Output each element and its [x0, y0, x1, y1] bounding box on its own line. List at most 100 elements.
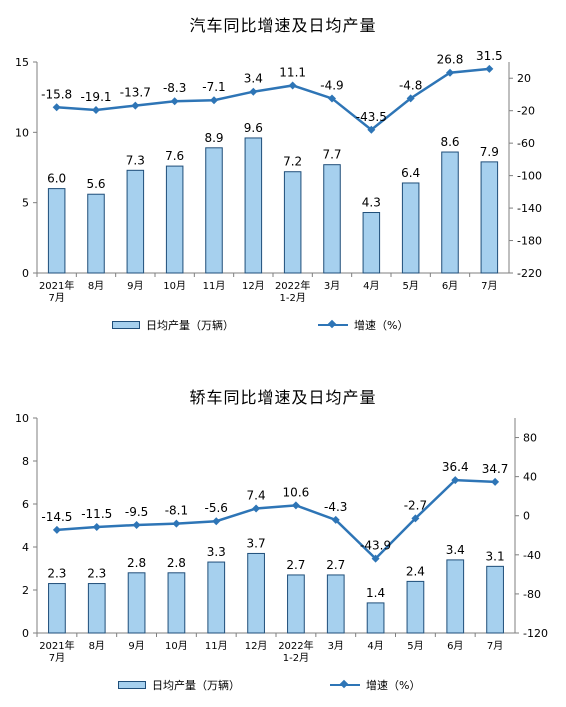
x-tick-label: 7月: [487, 640, 503, 652]
x-tick-label: 5月: [402, 280, 418, 292]
bar: [205, 147, 223, 274]
line-value-label: -8.3: [163, 81, 186, 95]
chart-svg: 05101520-20-60-100-140-180-2206.02021年7月…: [15, 49, 542, 304]
bar: [441, 151, 459, 274]
x-tick-label: 7月: [48, 292, 64, 304]
bar: [127, 572, 146, 634]
line-value-label: 36.4: [442, 460, 469, 474]
bar-value-label: 6.0: [47, 172, 66, 186]
legend-line-label: 增速（%）: [354, 319, 409, 332]
line-value-label: 26.8: [437, 53, 464, 67]
line-point: [52, 525, 61, 534]
x-tick-label: 2022年: [275, 279, 310, 292]
x-tick-label: 1-2月: [279, 292, 305, 304]
right-tick-label: 20: [517, 72, 531, 85]
line-value-label: -9.5: [125, 505, 148, 519]
line-point: [132, 521, 141, 530]
legend-bar-label: 日均产量（万辆）: [146, 319, 234, 332]
line-point: [331, 515, 340, 524]
bar: [326, 574, 345, 634]
bar-value-label: 3.4: [446, 543, 465, 557]
bar-value-label: 3.3: [207, 545, 226, 559]
line-value-label: -43.9: [360, 539, 391, 553]
line-value-label: -15.8: [41, 87, 72, 101]
bar-value-label: 8.9: [204, 131, 223, 145]
bar-value-label: 2.8: [167, 556, 186, 570]
bar: [287, 574, 305, 634]
x-tick-label: 2022年: [278, 639, 313, 652]
line-point: [406, 94, 415, 103]
bar-value-label: 3.1: [486, 549, 505, 563]
x-tick-label: 7月: [481, 280, 497, 292]
x-tick-label: 10月: [165, 640, 188, 652]
x-tick-label: 10月: [163, 280, 186, 292]
bar-value-label: 6.4: [401, 166, 420, 180]
line-point: [411, 514, 420, 523]
x-tick-label: 12月: [242, 280, 265, 292]
legend-bar: 日均产量（万辆）: [112, 317, 234, 333]
bar-value-label: 7.9: [480, 145, 499, 159]
x-tick-label: 1-2月: [283, 652, 309, 664]
left-tick-label: 10: [15, 412, 29, 425]
line-point: [172, 519, 181, 528]
left-tick-label: 5: [22, 197, 29, 210]
legend-line: 增速（%）: [330, 677, 420, 693]
bar: [323, 164, 341, 274]
x-tick-label: 6月: [442, 280, 458, 292]
right-tick-label: 80: [523, 432, 537, 445]
x-tick-label: 2021年: [39, 639, 74, 652]
bar: [401, 182, 420, 274]
bar-value-label: 8.6: [440, 135, 459, 149]
right-tick-label: -180: [517, 235, 542, 248]
x-tick-label: 3月: [328, 640, 344, 652]
bar-value-label: 2.7: [326, 558, 345, 572]
x-tick-label: 12月: [245, 640, 268, 652]
right-tick-label: 40: [523, 471, 537, 484]
x-tick-label: 3月: [324, 280, 340, 292]
line-point: [52, 103, 61, 112]
line-value-label: 34.7: [482, 462, 509, 476]
line-value-label: -13.7: [120, 86, 151, 100]
bar-value-label: 2.3: [87, 567, 106, 581]
line-value-label: 31.5: [476, 49, 503, 63]
bar: [283, 171, 302, 274]
bar-value-label: 2.3: [47, 567, 66, 581]
bar-value-label: 1.4: [366, 586, 385, 600]
bar-value-label: 2.7: [286, 558, 305, 572]
legend-line-label: 增速（%）: [366, 679, 421, 692]
bar-value-label: 7.3: [126, 153, 145, 167]
x-tick-label: 7月: [49, 652, 65, 664]
line-point: [451, 476, 460, 485]
x-tick-label: 4月: [363, 280, 379, 292]
bar-value-label: 7.7: [322, 148, 341, 162]
legend-bar: 日均产量（万辆）: [118, 677, 240, 693]
x-tick-label: 2021年: [39, 279, 74, 292]
line-point: [252, 504, 261, 513]
bar: [486, 565, 504, 634]
bar: [87, 193, 105, 274]
line-value-label: 7.4: [247, 488, 266, 502]
line-point: [446, 68, 454, 77]
bar: [126, 169, 145, 274]
line-value-label: -5.6: [205, 501, 228, 515]
left-tick-label: 15: [15, 56, 29, 69]
bar: [446, 559, 465, 634]
line-value-label: -7.1: [202, 80, 225, 94]
right-tick-label: -140: [517, 202, 542, 215]
right-tick-label: -20: [517, 105, 535, 118]
growth-line: [56, 478, 496, 561]
line-value-label: 10.6: [283, 485, 310, 499]
left-tick-label: 6: [22, 498, 29, 511]
left-tick-label: 0: [22, 267, 29, 280]
x-tick-label: 4月: [367, 640, 383, 652]
bar: [167, 572, 186, 634]
line-point: [371, 554, 380, 563]
line-value-label: -43.5: [356, 110, 387, 124]
bar: [366, 602, 385, 634]
bar-value-label: 5.6: [86, 177, 105, 191]
legend-bar-label: 日均产量（万辆）: [152, 679, 240, 692]
bar-value-label: 3.7: [247, 536, 266, 550]
legend-line-swatch: [318, 320, 348, 330]
chart-panel-sedan: 轿车同比增速及日均产量 0 2 4 6 8 10 80 40 0 -40 -80 -120 2.3 202…: [0, 370, 566, 707]
bar-value-label: 7.6: [165, 149, 184, 163]
